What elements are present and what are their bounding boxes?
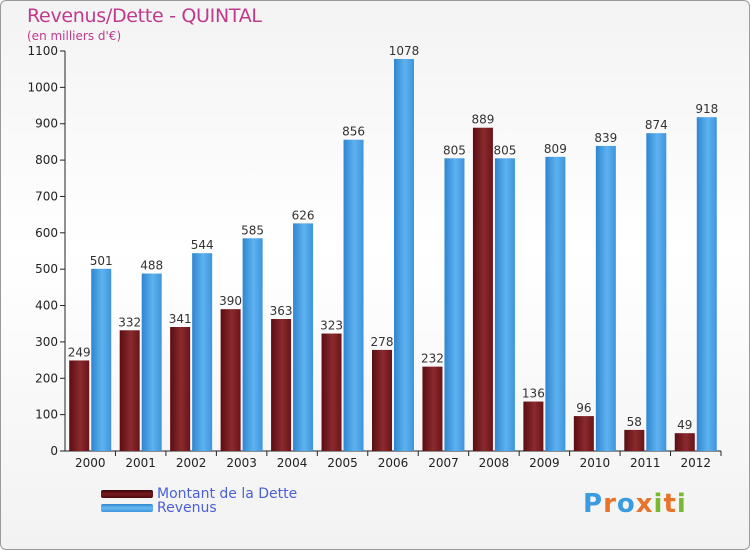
data-label-revenus: 544 xyxy=(191,238,214,252)
y-tick-label: 500 xyxy=(35,262,58,276)
y-tick-label: 700 xyxy=(35,189,58,203)
bar-dette xyxy=(573,416,594,451)
data-label-dette: 278 xyxy=(371,335,394,349)
y-tick-label: 100 xyxy=(35,408,58,422)
data-label-revenus: 585 xyxy=(241,223,264,237)
bar-dette xyxy=(220,309,241,451)
bar-revenus xyxy=(545,156,566,451)
data-label-dette: 49 xyxy=(677,418,692,432)
x-tick-label: 2000 xyxy=(75,456,106,470)
bar-revenus xyxy=(696,117,717,451)
y-tick-label: 900 xyxy=(35,117,58,131)
bar-dette xyxy=(674,433,695,451)
logo-letter: x xyxy=(635,489,654,519)
data-label-dette: 363 xyxy=(270,304,293,318)
bar-revenus xyxy=(394,59,414,451)
y-tick-label: 200 xyxy=(35,371,58,385)
legend-label-dette: Montant de la Dette xyxy=(157,486,298,502)
bar-dette xyxy=(523,401,544,451)
data-label-dette: 232 xyxy=(421,352,444,366)
data-label-dette: 96 xyxy=(576,401,591,415)
data-label-dette: 332 xyxy=(118,315,141,329)
data-label-dette: 889 xyxy=(471,113,494,127)
y-tick-label: 300 xyxy=(35,335,58,349)
bar-revenus xyxy=(494,158,515,452)
legend-label-revenus: Revenus xyxy=(157,500,217,516)
bar-revenus xyxy=(293,223,314,451)
x-tick-label: 2007 xyxy=(428,456,459,470)
x-tick-label: 2009 xyxy=(529,456,560,470)
bar-revenus xyxy=(595,145,616,451)
logo-letter: r xyxy=(603,489,617,519)
data-label-revenus: 856 xyxy=(342,125,365,139)
x-tick-label: 2008 xyxy=(479,456,510,470)
logo-letter: i xyxy=(653,489,664,519)
x-tick-label: 2005 xyxy=(327,456,358,470)
bar-revenus xyxy=(242,238,263,451)
logo-letter: i xyxy=(676,489,687,519)
data-label-dette: 390 xyxy=(219,294,242,308)
bar-dette xyxy=(422,366,443,451)
y-tick-label: 600 xyxy=(35,226,58,240)
data-label-revenus: 1078 xyxy=(389,44,420,58)
x-tick-label: 2001 xyxy=(125,456,156,470)
y-tick-label: 800 xyxy=(35,153,58,167)
x-tick-label: 2010 xyxy=(580,456,611,470)
x-tick-label: 2012 xyxy=(680,456,711,470)
data-label-revenus: 805 xyxy=(493,143,516,157)
data-label-dette: 136 xyxy=(522,387,545,401)
legend-swatch-dette xyxy=(101,490,153,498)
data-label-dette: 341 xyxy=(169,312,192,326)
bar-revenus xyxy=(91,268,112,451)
bar-dette xyxy=(69,360,90,451)
x-tick-label: 2011 xyxy=(630,456,661,470)
bar-revenus xyxy=(343,139,364,451)
logo-letter: o xyxy=(616,489,636,519)
data-label-revenus: 805 xyxy=(443,143,466,157)
proxiti-logo: Proxiti xyxy=(583,489,687,519)
x-tick-label: 2002 xyxy=(176,456,207,470)
bar-dette xyxy=(624,429,645,451)
bar-revenus xyxy=(444,158,465,452)
bar-dette xyxy=(372,349,392,451)
y-tick-label: 1000 xyxy=(27,80,58,94)
bar-revenus xyxy=(192,253,213,451)
data-label-revenus: 874 xyxy=(645,118,668,132)
data-label-dette: 323 xyxy=(320,319,343,333)
bar-dette xyxy=(170,327,191,451)
data-label-revenus: 626 xyxy=(292,208,315,222)
legend-swatch-revenus xyxy=(101,504,153,512)
x-tick-label: 2004 xyxy=(277,456,308,470)
bar-dette xyxy=(321,333,342,451)
x-tick-label: 2003 xyxy=(226,456,257,470)
x-tick-label: 2006 xyxy=(378,456,409,470)
y-tick-label: 1100 xyxy=(27,44,58,58)
logo-letter: P xyxy=(583,489,604,519)
data-label-dette: 249 xyxy=(68,345,91,359)
data-label-revenus: 501 xyxy=(90,254,113,268)
data-label-revenus: 488 xyxy=(140,259,163,273)
bar-revenus xyxy=(646,133,667,451)
chart-subtitle: (en milliers d'€) xyxy=(27,29,122,43)
chart-title: Revenus/Dette - QUINTAL xyxy=(27,5,262,27)
bar-dette xyxy=(271,319,292,451)
bar-dette xyxy=(472,127,493,452)
data-label-revenus: 809 xyxy=(544,142,567,156)
bar-dette xyxy=(119,330,140,451)
data-label-revenus: 839 xyxy=(594,131,617,145)
y-tick-label: 0 xyxy=(50,444,58,458)
bar-revenus xyxy=(141,273,162,451)
logo-letter: t xyxy=(663,489,677,519)
data-label-revenus: 918 xyxy=(695,102,718,116)
y-tick-label: 400 xyxy=(35,299,58,313)
data-label-dette: 58 xyxy=(627,415,642,429)
